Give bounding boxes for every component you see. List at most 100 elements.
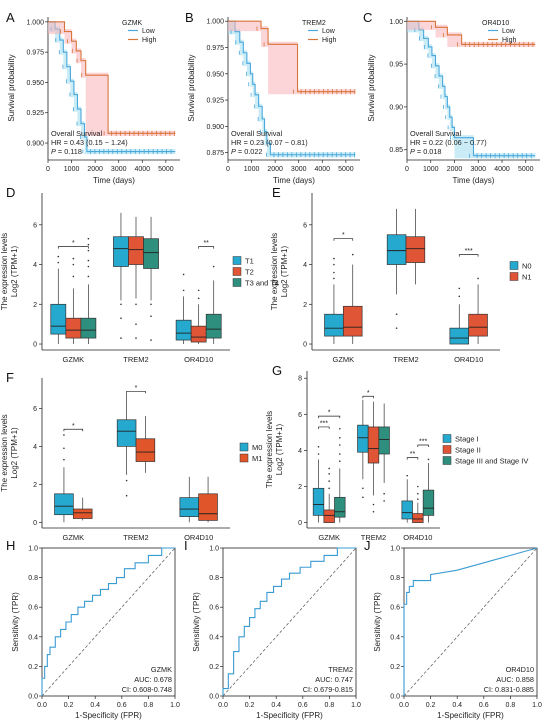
- outlier-point: [150, 315, 152, 318]
- outlier-point: [328, 487, 330, 490]
- category-label: TREM2: [123, 355, 148, 364]
- outlier-point: [182, 289, 185, 292]
- outlier-point: [333, 271, 335, 274]
- legend-swatch: [442, 456, 452, 465]
- significance-bracket: [458, 254, 479, 257]
- box: [401, 500, 413, 520]
- legend-swatch: [232, 267, 242, 276]
- diagonal-reference-line: [41, 547, 176, 697]
- panel-letter-a: A: [6, 10, 15, 25]
- outlier-point: [150, 303, 152, 306]
- x-tick-label: 3000: [111, 166, 127, 173]
- box: [175, 319, 192, 341]
- p-symbol: P: [231, 147, 236, 156]
- legend-title: TREM2: [302, 20, 326, 27]
- outlier-point: [135, 303, 137, 306]
- diagonal-reference-line: [222, 547, 357, 697]
- outlier-point: [372, 503, 375, 506]
- y-tick-label: 1.0: [28, 546, 38, 553]
- x-tick-label: 5000: [518, 166, 534, 173]
- category-label: OR4D10: [184, 355, 213, 364]
- survival-curve-high: [407, 20, 536, 45]
- diagonal-reference-line: [403, 547, 538, 697]
- p-symbol: P: [410, 147, 415, 156]
- y-tick-label: 0: [33, 342, 37, 349]
- legend-label: T1: [245, 257, 254, 266]
- y-tick-label: 1.00: [389, 19, 403, 26]
- box: [324, 313, 344, 337]
- y-tick-label: 0.95: [389, 62, 403, 69]
- annot-title: Overall Survival: [410, 129, 461, 138]
- legend-label: M1: [252, 454, 262, 463]
- legend-swatch: [509, 261, 519, 270]
- annot-hr: HR = 0.22 (0.06 − 0.77): [410, 138, 487, 147]
- outlier-point: [87, 259, 90, 262]
- outlier-point: [317, 453, 320, 455]
- box: [405, 236, 426, 263]
- significance-bracket: [333, 238, 354, 241]
- x-tick-label: 0.2: [245, 702, 255, 709]
- y-tick-label: 0.4: [28, 634, 38, 641]
- legend-swatch: [232, 278, 242, 287]
- category-label: TREM2: [123, 533, 148, 542]
- x-tick-label: 4000: [494, 166, 510, 173]
- outlier-point: [333, 257, 335, 260]
- x-tick-label: 2000: [447, 166, 463, 173]
- roc-ci-label: CI: 0.679-0.815: [303, 685, 353, 694]
- legend-swatch: [232, 256, 242, 265]
- ci-band-high: [228, 21, 356, 95]
- annot-title: Overall Survival: [231, 129, 282, 138]
- significance-bracket: [126, 390, 146, 394]
- legend-title: GZMK: [122, 20, 143, 27]
- legend-label: Low: [142, 28, 156, 35]
- legend-label: N0: [522, 262, 532, 271]
- y-tick-label: 0.8: [209, 575, 219, 582]
- y-tick-label: 2: [303, 302, 307, 309]
- y-axis-subtitle: Log2 (TPM+1): [10, 245, 19, 297]
- outlier-point: [87, 237, 90, 240]
- ci-band-low: [407, 21, 536, 159]
- outlier-point: [87, 243, 90, 246]
- box: [65, 317, 82, 339]
- y-tick-label: 0: [298, 520, 302, 527]
- x-axis-title: Time (days): [273, 176, 315, 185]
- x-tick-label: 0.6: [117, 702, 127, 709]
- panel-letter-h: H: [6, 538, 15, 553]
- panel-letter-c: C: [363, 10, 372, 25]
- x-tick-label: 0.8: [325, 702, 335, 709]
- y-axis-title: The expression levels: [0, 233, 9, 310]
- y-axis-subtitle: Log2 (TPM+1): [10, 427, 19, 479]
- legend-label: T3 and T4: [245, 279, 279, 288]
- y-tick-label: 0.6: [209, 605, 219, 612]
- y-tick-label: 0: [303, 342, 307, 349]
- significance-bracket: [57, 246, 89, 249]
- box: [357, 424, 369, 453]
- significance-label: *: [342, 232, 345, 239]
- box: [143, 238, 159, 269]
- roc-gene-label: TREM2: [328, 665, 353, 674]
- ci-band-low: [228, 21, 356, 158]
- outlier-point: [458, 295, 461, 298]
- roc-auc-label: AUC: 0.678: [134, 675, 172, 684]
- legend-label: Stage II: [455, 446, 481, 455]
- outlier-point: [328, 473, 330, 475]
- survival-panel-b: 0.875 0.900 0.925 0.950 0.975 1.000 0 1000 2000 3…: [187, 17, 360, 185]
- roc-curve: [222, 547, 356, 696]
- x-tick-label: 0.6: [298, 702, 308, 709]
- panel-letter-j: J: [364, 538, 371, 553]
- annot-hr: HR = 0.43 (0.15 − 1.24): [51, 138, 128, 147]
- outlier-point: [57, 255, 60, 258]
- x-tick-label: 0.2: [64, 702, 74, 709]
- outlier-point: [135, 323, 137, 325]
- survival-panel-a: 0.900 0.925 0.950 0.975 1.000 0 1000 2000 3000 40…: [7, 17, 180, 185]
- significance-bracket: [406, 457, 419, 460]
- survival-curve-high: [48, 21, 176, 134]
- ci-band-low: [48, 21, 176, 155]
- y-axis-title: Survival probability: [7, 54, 16, 121]
- annot-p: P = 0.022: [231, 147, 262, 156]
- significance-bracket: [63, 428, 84, 432]
- box: [198, 493, 218, 521]
- x-tick-label: 4000: [314, 166, 330, 173]
- category-label: GZMK: [318, 533, 340, 542]
- y-tick-label: 2: [298, 484, 302, 491]
